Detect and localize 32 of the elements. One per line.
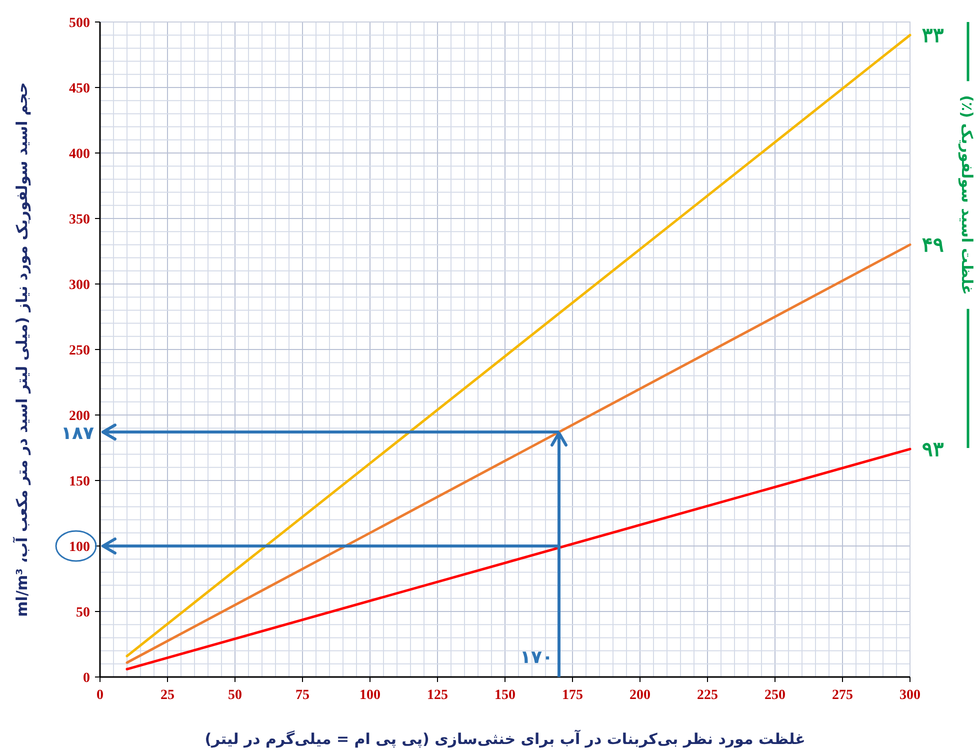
series-label: ۴۹ <box>922 234 944 257</box>
y-tick-label: 300 <box>69 278 90 293</box>
y-tick-label: 250 <box>69 344 90 358</box>
ref-line-label: ۱۷۰ <box>520 647 553 668</box>
y-tick-label: 350 <box>69 212 90 228</box>
x-tick-label: 300 <box>900 688 920 703</box>
x-tick-label: 125 <box>427 688 448 703</box>
x-tick-label: 0 <box>96 688 104 703</box>
x-tick-label: 100 <box>360 688 380 703</box>
y-tick-label: 450 <box>69 82 90 96</box>
y-tick-label: 500 <box>69 16 90 31</box>
x-tick-label: 75 <box>296 688 310 703</box>
y-tick-label: 150 <box>69 474 90 490</box>
y-tick-label: 400 <box>69 147 90 162</box>
y-tick-label: 100 <box>69 540 90 555</box>
y-tick-label: 200 <box>69 409 90 424</box>
series-label: ۳۳ <box>922 25 944 48</box>
y-tick-label: 0 <box>83 671 90 686</box>
x-axis-title: غلظت مورد نظر بی‌کربنات در آب برای خنثی‌سازی (پی پی ام = میلی‌گرم در لیتر) <box>204 729 806 748</box>
x-tick-label: 175 <box>562 688 583 703</box>
y-axis-title: حجم اسید سولفوریک مورد نیاز (میلی لیتر اسید در متر مکعب آب، ml/m³ <box>12 82 31 617</box>
x-tick-label: 25 <box>160 688 174 703</box>
ref-line-label: ۱۸۷ <box>61 423 94 444</box>
x-tick-label: 150 <box>494 688 516 703</box>
legend-title: غلظت اسید سولفوریک (٪) <box>958 95 976 295</box>
x-tick-label: 275 <box>832 688 853 703</box>
y-tick-label: 50 <box>76 606 90 620</box>
x-tick-label: 50 <box>228 688 242 703</box>
x-tick-label: 225 <box>697 688 718 703</box>
series-label: ۹۳ <box>922 439 944 462</box>
x-tick-label: 250 <box>764 688 786 703</box>
x-tick-label: 200 <box>630 688 650 703</box>
